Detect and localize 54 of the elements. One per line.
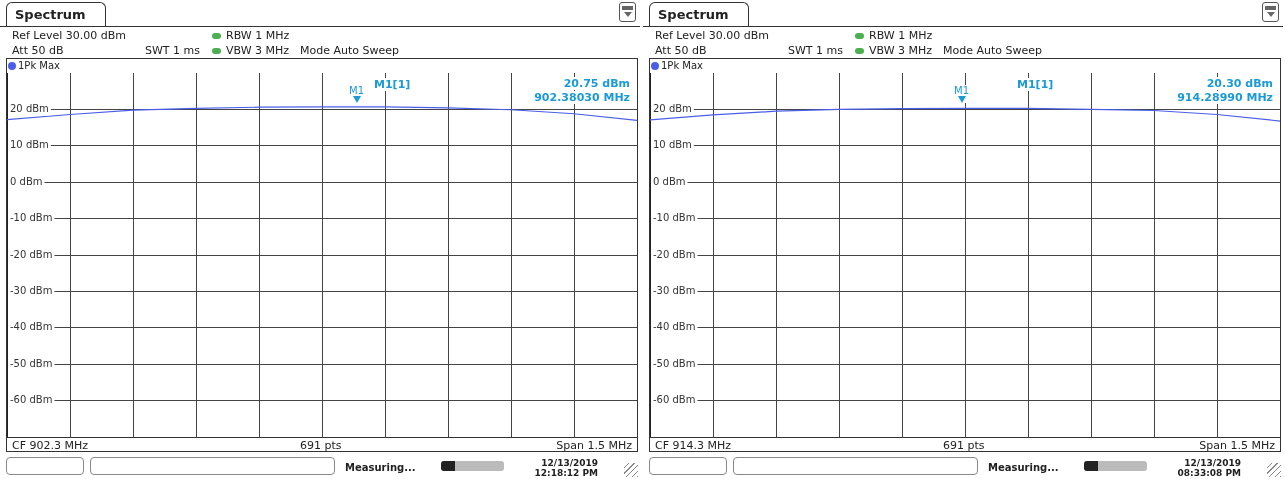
y-tick-label: -50 dBm — [653, 357, 696, 369]
text: Att 50 dB — [655, 44, 707, 57]
annotation: M1 — [954, 85, 969, 96]
chart-title: Spectrum — [6, 2, 106, 26]
y-tick-label: -20 dBm — [653, 248, 696, 260]
y-tick-label: 0 dBm — [653, 175, 686, 187]
y-tick-label: -60 dBm — [10, 394, 53, 406]
annotation: 20.75 dBm — [563, 77, 630, 90]
annotation: 902.38030 MHz — [534, 91, 630, 104]
y-tick-label: 20 dBm — [10, 102, 49, 114]
text: SWT 1 ms — [145, 44, 201, 57]
text: Span 1.5 MHz — [556, 439, 632, 452]
y-tick-label: -30 dBm — [653, 284, 696, 296]
y-tick-label: -40 dBm — [653, 321, 696, 333]
text: 691 pts — [300, 439, 342, 452]
annotation: M1[1] — [1017, 78, 1054, 91]
text: RBW 1 MHz — [226, 29, 290, 42]
text: 691 pts — [943, 439, 985, 452]
text: CF 902.3 MHz — [12, 439, 89, 452]
legend-label: 1Pk Max — [660, 60, 704, 71]
text: Measuring... — [345, 462, 416, 473]
y-tick-label: -50 dBm — [10, 357, 53, 369]
y-tick-label: 20 dBm — [653, 102, 692, 114]
y-tick-label: -30 dBm — [10, 284, 53, 296]
text: Att 50 dB — [12, 44, 64, 57]
y-tick-label: -20 dBm — [10, 248, 53, 260]
text: Mode Auto Sweep — [943, 44, 1042, 57]
text: RBW 1 MHz — [869, 29, 933, 42]
text: 12:18:12 PM — [534, 468, 598, 478]
text: 12/13/2019 — [541, 458, 598, 468]
y-tick-label: -10 dBm — [10, 212, 53, 224]
text: Ref Level 30.00 dBm — [12, 29, 127, 42]
y-tick-label: 0 dBm — [10, 175, 43, 187]
y-tick-label: -10 dBm — [653, 212, 696, 224]
text: 12/13/2019 — [1184, 458, 1241, 468]
text: Span 1.5 MHz — [1199, 439, 1275, 452]
text: VBW 3 MHz — [869, 44, 933, 57]
legend-label: 1Pk Max — [17, 60, 61, 71]
annotation: M1[1] — [374, 78, 411, 91]
text: VBW 3 MHz — [226, 44, 290, 57]
text: Mode Auto Sweep — [300, 44, 399, 57]
y-tick-label: 10 dBm — [10, 139, 49, 151]
text: Measuring... — [988, 462, 1059, 473]
y-tick-label: -60 dBm — [653, 394, 696, 406]
text: Ref Level 30.00 dBm — [655, 29, 770, 42]
text: CF 914.3 MHz — [655, 439, 732, 452]
text: SWT 1 ms — [788, 44, 844, 57]
text: 08:33:08 PM — [1177, 468, 1241, 478]
annotation: M1 — [349, 85, 364, 96]
annotation: 914.28990 MHz — [1177, 91, 1273, 104]
y-tick-label: 10 dBm — [653, 139, 692, 151]
chart-title: Spectrum — [649, 2, 749, 26]
y-tick-label: -40 dBm — [10, 321, 53, 333]
annotation: 20.30 dBm — [1206, 77, 1273, 90]
